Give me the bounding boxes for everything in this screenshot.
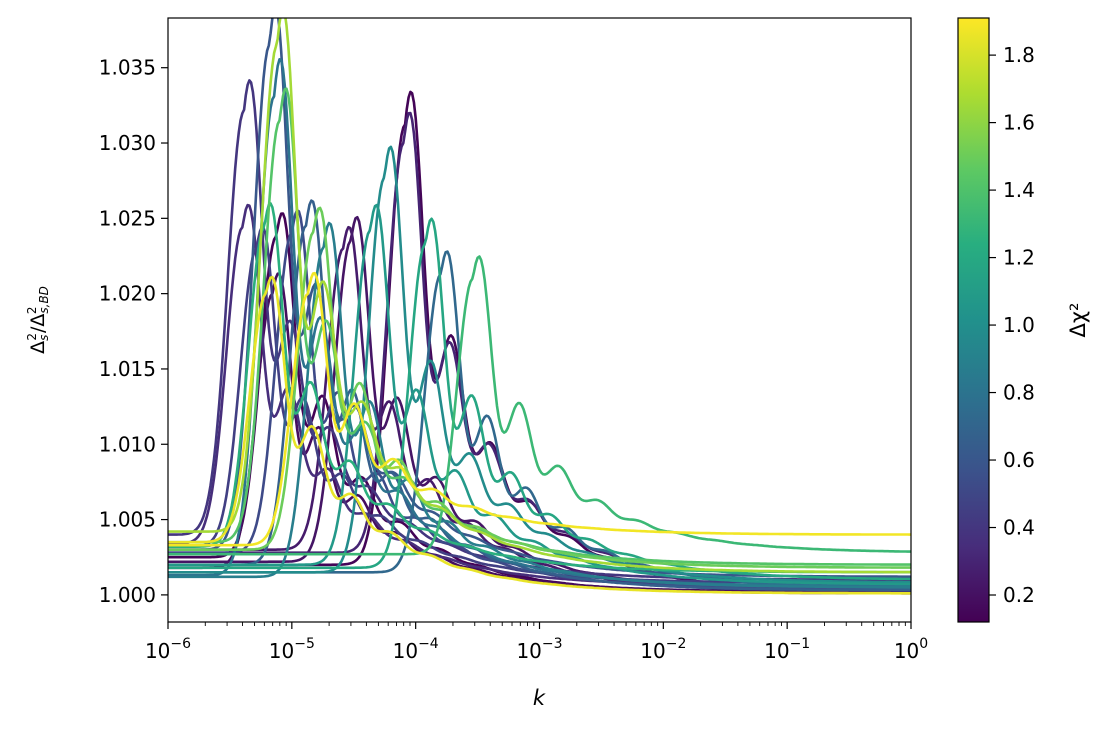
- y-tick-label: 1.000: [99, 583, 156, 607]
- series-line-17: [168, 217, 911, 581]
- series-line-23: [168, 275, 911, 595]
- series-line-15: [168, 145, 911, 584]
- series-line-16: [168, 203, 911, 586]
- colorbar-axis: 0.2 0.4 0.6 0.8 1.0 1.2 1.4 1.6 1.8: [989, 43, 1035, 607]
- y-axis-label: Δs2/Δs,BD2: [25, 286, 51, 354]
- colorbar-tick-label: 1.4: [1003, 178, 1035, 202]
- colorbar-tick-label: 1.6: [1003, 111, 1035, 135]
- x-tick-label: 10−3: [516, 636, 562, 663]
- colorbar-tick-label: 1.8: [1003, 43, 1035, 67]
- x-tick-label: 10−6: [145, 636, 191, 663]
- series-line-24: [168, 271, 911, 547]
- colorbar-tick-label: 1.2: [1003, 246, 1035, 270]
- colorbar-tick-label: 0.4: [1003, 516, 1035, 540]
- y-axis: 1.000 1.005 1.010 1.015 1.020 1.025 1.030 1.035: [99, 56, 168, 607]
- svg-text:Δχ²: Δχ²: [1066, 303, 1090, 338]
- y-tick-label: 1.030: [99, 131, 156, 155]
- series-line-22: [168, 18, 911, 574]
- y-tick-label: 1.025: [99, 206, 156, 230]
- y-tick-label: 1.020: [99, 282, 156, 306]
- colorbar-tick-label: 1.0: [1003, 313, 1035, 337]
- series-layer: [168, 18, 911, 595]
- colorbar-label: Δχ²: [1066, 303, 1090, 338]
- x-tick-label: 100: [894, 636, 928, 663]
- y-tick-label: 1.010: [99, 432, 156, 456]
- colorbar-tick-label: 0.8: [1003, 381, 1035, 405]
- series-line-14: [168, 221, 911, 589]
- x-tick-label: 10−1: [764, 636, 810, 663]
- y-tick-label: 1.005: [99, 508, 156, 532]
- x-tick-label: 10−4: [393, 636, 439, 663]
- y-tick-label: 1.035: [99, 56, 156, 80]
- x-axis-label: k: [533, 686, 546, 710]
- series-line-19: [168, 255, 911, 556]
- colorbar: [957, 17, 990, 623]
- x-tick-label: 10−2: [640, 636, 686, 663]
- x-tick-label: 10−5: [269, 636, 315, 663]
- x-axis: 10−6 10−5 10−4 10−3 10−2 10−1 100: [145, 622, 928, 663]
- colorbar-tick-label: 0.6: [1003, 448, 1035, 472]
- colorbar-tick-label: 0.2: [1003, 583, 1035, 607]
- svg-text:Δs2/Δs,BD2: Δs2/Δs,BD2: [25, 286, 51, 354]
- y-tick-label: 1.015: [99, 357, 156, 381]
- series-line-11: [168, 199, 911, 592]
